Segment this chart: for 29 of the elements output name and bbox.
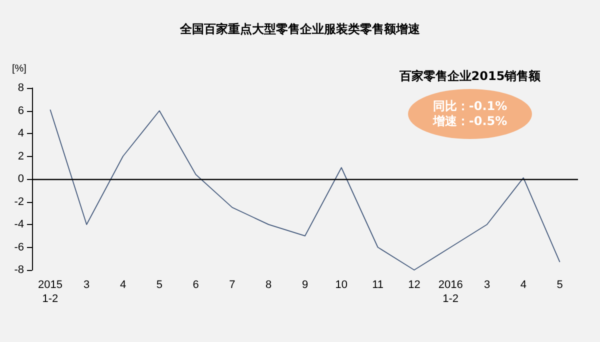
y-tick-label: 4	[18, 128, 24, 140]
x-tick-label: 5	[156, 279, 162, 291]
x-tick-label: 9	[302, 279, 308, 291]
y-tick-label: 8	[18, 82, 24, 94]
y-tick-label: 6	[18, 104, 24, 117]
annotation: 同比：-0.1%	[432, 99, 508, 114]
annotation: 增速：-0.5%	[432, 114, 508, 129]
y-axis-title: [%]	[12, 64, 27, 74]
x-tick-label: 10	[335, 279, 348, 291]
text: 百家零售企业2015销售额	[398, 68, 542, 85]
chart-title: 全国百家重点大型零售企业服装类零售额增速	[179, 22, 421, 36]
y-tick-label: -8	[14, 264, 24, 276]
x-tick-label: 11	[372, 279, 384, 291]
x-tick-label: 5	[556, 279, 563, 291]
x-tick-label: 4	[520, 279, 526, 291]
y-tick-label: -4	[14, 218, 24, 230]
x-tick-label: 7	[229, 279, 236, 291]
x-tick-label: 2015 1-2	[38, 279, 62, 305]
x-tick-label: 3	[84, 279, 90, 291]
y-tick-label: 0	[18, 173, 24, 185]
y-tick-label: 2	[18, 150, 24, 162]
x-tick-label: 8	[266, 279, 272, 291]
x-tick-label: 4	[120, 279, 126, 291]
y-tick-label: -6	[14, 241, 24, 254]
x-tick-label: 3	[484, 279, 490, 291]
y-tick-label: -2	[14, 196, 24, 208]
x-tick-label: 2016 1-2	[438, 279, 463, 305]
x-tick-label: 12	[408, 279, 420, 291]
x-tick-label: 6	[192, 279, 199, 291]
